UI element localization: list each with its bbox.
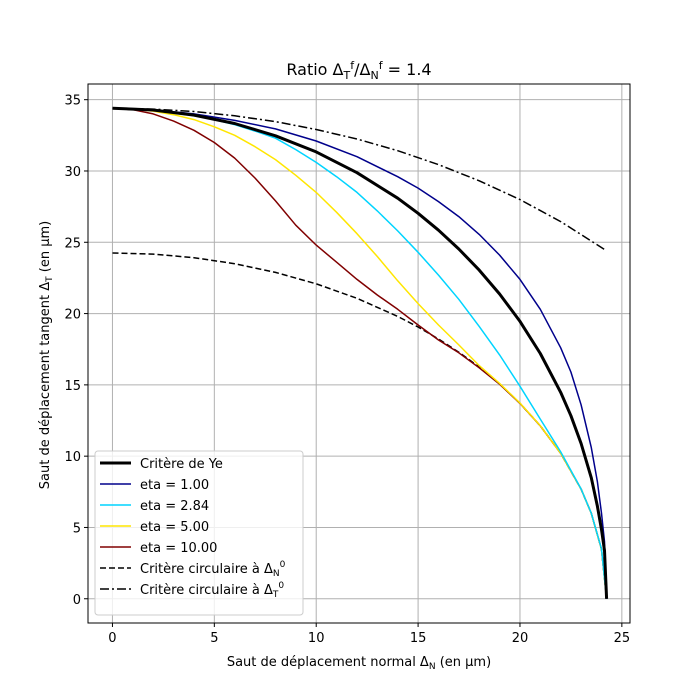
y-tick-label: 25 <box>64 236 81 251</box>
series-line-crit-re-de-ye <box>112 106 609 599</box>
legend-label: eta = 1.00 <box>140 478 209 493</box>
legend-label: eta = 5.00 <box>140 520 209 535</box>
legend-label: Critère de Ye <box>140 457 223 472</box>
y-tick-label: 5 <box>73 521 81 536</box>
x-tick-label: 10 <box>308 631 325 646</box>
series-line-crit-re-circulaire-t-0 <box>112 107 608 252</box>
x-tick-label: 25 <box>614 631 631 646</box>
x-tick-label: 5 <box>210 631 218 646</box>
y-tick-label: 0 <box>73 593 81 608</box>
legend-label: Critère circulaire à ΔT0 <box>140 581 284 600</box>
axes-frame <box>87 83 631 624</box>
y-tick-label: 30 <box>64 165 81 180</box>
y-axis-label: Saut de déplacement tangent ΔT (en μm) <box>38 221 55 489</box>
series-layer <box>112 106 609 599</box>
y-tick-label: 20 <box>64 308 81 323</box>
legend-box <box>94 450 304 616</box>
y-tick-label: 35 <box>64 94 81 109</box>
y-tick-label: 15 <box>64 379 81 394</box>
legend: Critère de Ye eta = 1.00 eta = 2.84 eta = 5… <box>94 450 304 616</box>
x-axis-label: Saut de déplacement normal ΔN (en μm) <box>227 655 491 672</box>
legend-label: Critère circulaire à ΔN0 <box>140 560 286 579</box>
y-tick-label: 10 <box>64 450 81 465</box>
x-tick-label: 0 <box>108 631 116 646</box>
x-tick-label: 20 <box>512 631 529 646</box>
legend-label: eta = 10.00 <box>140 541 217 556</box>
series-line-eta-5-00 <box>112 107 608 599</box>
legend-label: eta = 2.84 <box>140 499 209 514</box>
series-line-eta-1-00 <box>112 107 608 599</box>
x-tick-label: 15 <box>410 631 427 646</box>
chart-title: Ratio ΔTf/ΔNf = 1.4 <box>286 59 431 82</box>
tick-layer: 0 5 10 15 20 25 0 5 10 15 20 25 30 35 <box>64 94 630 646</box>
